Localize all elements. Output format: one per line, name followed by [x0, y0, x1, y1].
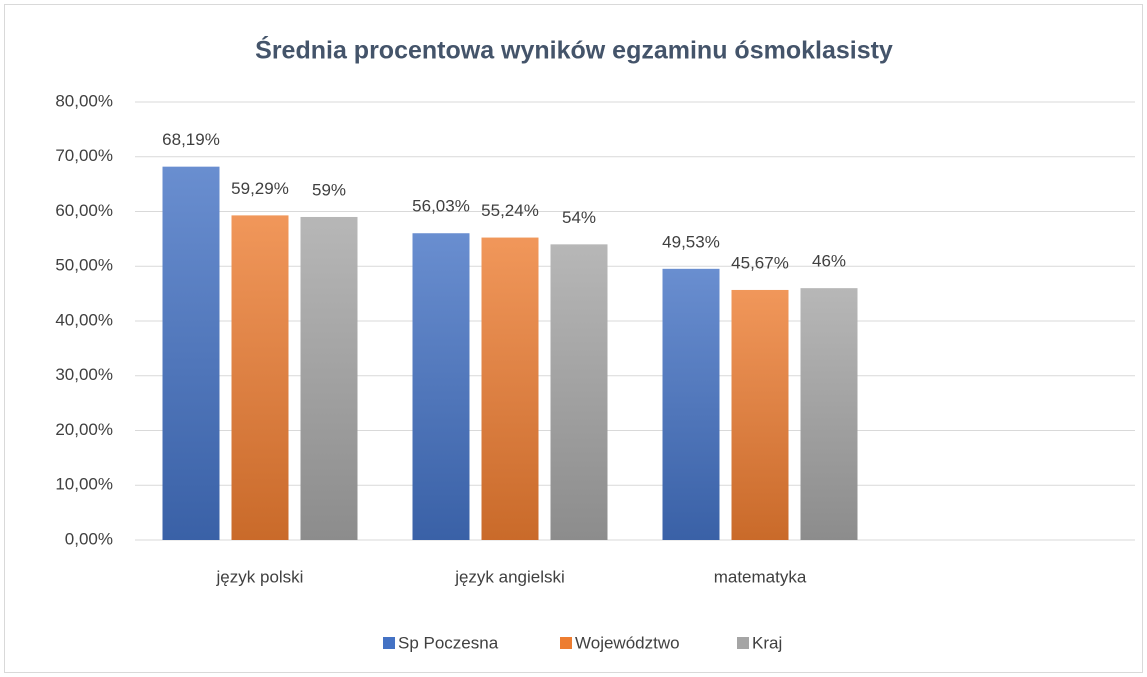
y-tick-label: 0,00%: [65, 529, 113, 548]
bar: [412, 233, 470, 540]
chart-title: Średnia procentowa wyników egzaminu ósmo…: [255, 35, 893, 65]
bar: [550, 244, 608, 540]
legend-swatch: [737, 637, 749, 649]
bar: [231, 215, 289, 540]
y-tick-label: 60,00%: [55, 201, 113, 220]
x-tick-label: matematyka: [714, 567, 807, 586]
y-tick-label: 40,00%: [55, 310, 113, 329]
data-label: 59,29%: [231, 179, 289, 198]
data-label: 54%: [562, 208, 596, 227]
y-tick-label: 10,00%: [55, 475, 113, 494]
bar: [162, 166, 220, 541]
data-label: 46%: [812, 252, 846, 271]
legend-label: Kraj: [752, 633, 782, 652]
bar: [800, 288, 858, 540]
legend-label: Województwo: [575, 633, 680, 652]
y-tick-label: 30,00%: [55, 365, 113, 384]
y-tick-label: 80,00%: [55, 91, 113, 110]
data-label: 56,03%: [412, 197, 470, 216]
data-label: 55,24%: [481, 201, 539, 220]
data-label: 45,67%: [731, 253, 789, 272]
bar: [662, 268, 720, 540]
legend-label: Sp Poczesna: [398, 633, 499, 652]
data-label: 68,19%: [162, 130, 220, 149]
data-label: 49,53%: [662, 232, 720, 251]
bar: [731, 289, 789, 540]
bar: [481, 237, 539, 540]
data-label: 59%: [312, 180, 346, 199]
x-tick-label: język polski: [216, 567, 304, 586]
y-tick-label: 50,00%: [55, 256, 113, 275]
bar: [300, 216, 358, 540]
y-tick-label: 70,00%: [55, 146, 113, 165]
legend-swatch: [560, 637, 572, 649]
x-tick-label: język angielski: [454, 567, 565, 586]
y-tick-label: 20,00%: [55, 420, 113, 439]
legend-swatch: [383, 637, 395, 649]
